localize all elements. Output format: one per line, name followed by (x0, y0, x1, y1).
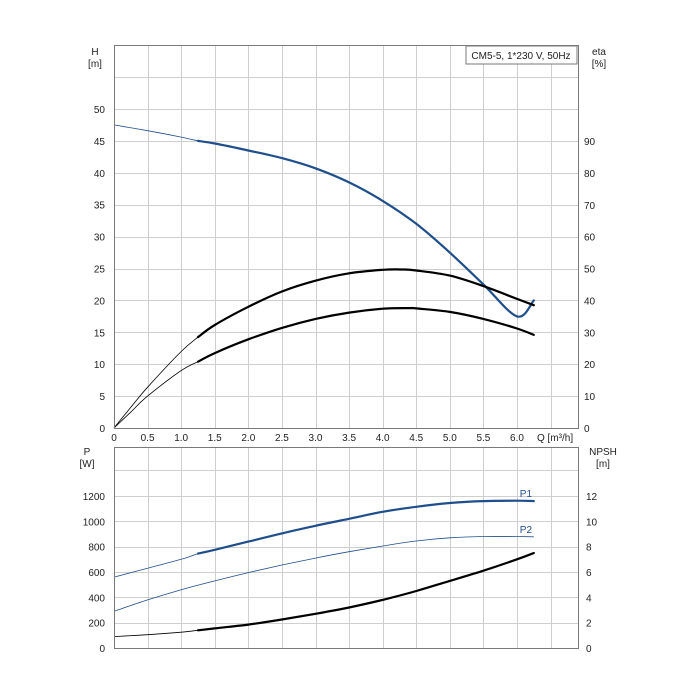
bottom-left-tick-label: 200 (88, 619, 105, 630)
top-series-1-thin (113, 336, 199, 429)
top-left-tick-label: 50 (94, 105, 106, 116)
bottom-plot-frame (114, 447, 579, 649)
top-left-tick-label: 0 (99, 424, 105, 435)
top-right-tick-label: 40 (584, 296, 596, 307)
chart-title-text: CM5-5, 1*230 V, 50Hz (471, 51, 570, 62)
bottom-right-tick-label: 10 (586, 517, 598, 528)
grid-layer (114, 45, 578, 649)
top-left-tick-label: 5 (99, 392, 105, 403)
top-left-axis-unit: [m] (88, 59, 102, 70)
top-left-tick-label: 40 (94, 169, 106, 180)
bottom-series-2-thick (196, 551, 535, 632)
top-right-axis-unit: [%] (592, 59, 607, 70)
chart-title: CM5-5, 1*230 V, 50Hz (465, 45, 578, 65)
bottom-left-tick-label: 800 (88, 543, 105, 554)
text-layer: 0510152025303540455001020304050607080900… (80, 47, 617, 655)
bottom-series-2-thin (113, 629, 199, 637)
x-tick-label: 0.5 (141, 433, 155, 444)
bottom-right-axis-label: NPSH (589, 447, 617, 458)
top-right-tick-label: 80 (584, 169, 596, 180)
bottom-right-tick-label: 6 (586, 568, 592, 579)
bottom-right-tick-label: 0 (586, 644, 592, 655)
bottom-right-axis-unit: [m] (596, 459, 610, 470)
top-left-tick-label: 20 (94, 296, 106, 307)
x-tick-label: 3.0 (309, 433, 323, 444)
x-tick-label: 3.5 (342, 433, 356, 444)
top-left-tick-label: 25 (94, 265, 106, 276)
top-series-1-thick (196, 268, 535, 339)
bottom-right-tick-label: 2 (586, 619, 592, 630)
top-right-tick-label: 20 (584, 360, 596, 371)
top-left-tick-label: 45 (94, 137, 106, 148)
bottom-right-tick-label: 8 (586, 543, 592, 554)
top-left-tick-label: 30 (94, 233, 106, 244)
bottom-left-tick-label: 400 (88, 593, 105, 604)
top-right-tick-label: 30 (584, 328, 596, 339)
x-tick-label: 4.5 (409, 433, 423, 444)
top-left-tick-label: 35 (94, 201, 106, 212)
top-series-2-thick (196, 306, 535, 363)
chart-title-box (465, 45, 578, 65)
x-tick-label: 2.5 (275, 433, 289, 444)
x-tick-label: 6.0 (510, 433, 524, 444)
bottom-left-tick-label: 1000 (83, 517, 106, 528)
top-right-tick-label: 90 (584, 137, 596, 148)
top-right-tick-label: 10 (584, 392, 596, 403)
bottom-right-tick-label: 12 (586, 492, 598, 503)
frame-layer (114, 45, 579, 649)
x-tick-label: 1.5 (208, 433, 222, 444)
top-right-tick-label: 0 (584, 424, 590, 435)
bottom-left-tick-label: 1200 (83, 492, 106, 503)
bottom-series-0-thin (113, 553, 199, 578)
bottom-series-0-thick (196, 499, 535, 555)
bottom-left-axis-label: P (84, 447, 91, 458)
bottom-left-axis-unit: [W] (80, 459, 95, 470)
top-right-tick-label: 60 (584, 233, 596, 244)
bottom-left-tick-label: 0 (99, 644, 105, 655)
top-series-2-thin (113, 361, 199, 429)
bottom-left-tick-label: 600 (88, 568, 105, 579)
top-plot-frame (114, 45, 579, 429)
top-left-axis-label: H (91, 47, 98, 58)
bottom-series-1-thin (113, 536, 534, 612)
top-series-0-thin (113, 124, 199, 142)
x-axis-label: Q [m³/h] (537, 433, 573, 444)
x-tick-label: 5.0 (443, 433, 457, 444)
bottom-right-tick-label: 4 (586, 593, 592, 604)
series-label-p1: P1 (520, 489, 533, 500)
x-tick-label: 2.0 (241, 433, 255, 444)
series-layer (113, 124, 535, 637)
top-left-tick-label: 10 (94, 360, 106, 371)
x-tick-label: 1.0 (174, 433, 188, 444)
series-label-p2: P2 (520, 525, 533, 536)
top-right-tick-label: 70 (584, 201, 596, 212)
top-right-tick-label: 50 (584, 265, 596, 276)
x-tick-label: 4.0 (376, 433, 390, 444)
x-tick-label: 0 (111, 433, 117, 444)
top-right-axis-label: eta (592, 47, 606, 58)
x-tick-label: 5.5 (476, 433, 490, 444)
top-left-tick-label: 15 (94, 328, 106, 339)
